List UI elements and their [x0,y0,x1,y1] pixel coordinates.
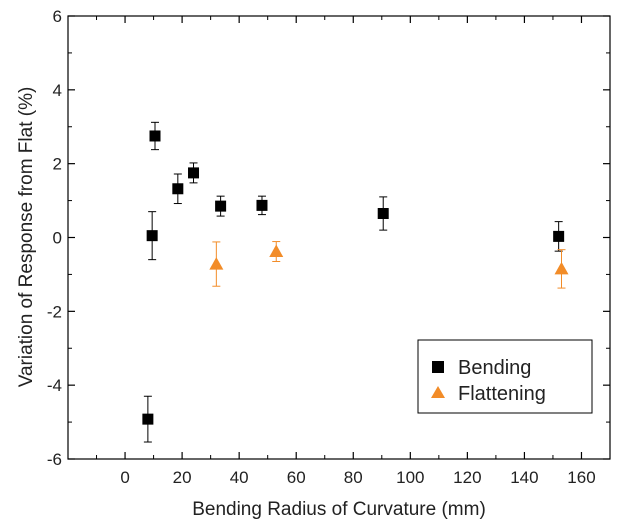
bending-point [149,130,161,142]
x-tick-label: 20 [173,468,192,487]
legend-box [417,339,593,414]
bending-point [377,208,389,220]
y-tick-label: -6 [47,450,62,469]
bending-point [146,230,158,242]
bending-point [188,167,200,179]
legend: Bending Flattening [417,339,593,414]
data-marks [142,121,569,443]
x-tick-label: 60 [287,468,306,487]
bending-point [553,230,565,242]
bending-point [215,200,227,212]
legend-marker-bending [432,361,444,373]
y-tick-label: 2 [53,155,62,174]
x-tick-label: 120 [453,468,481,487]
bending-point [256,199,268,211]
y-tick-label: -2 [47,302,62,321]
x-tick-label: 80 [344,468,363,487]
y-axis: -6 -4 -2 0 2 4 6 [47,7,610,469]
y-tick-label: -4 [47,376,62,395]
flattening-point [209,257,224,270]
x-tick-label: 140 [510,468,538,487]
y-axis-title: Variation of Response from Flat (%) [16,87,37,388]
x-axis-title: Bending Radius of Curvature (mm) [192,499,486,520]
x-tick-label: 160 [567,468,595,487]
flattening-point [269,244,284,258]
x-tick-label: 100 [396,468,424,487]
legend-marker-flattening [431,386,445,398]
bending-point [142,413,154,425]
x-axis: 0 20 40 60 80 100 120 140 160 [96,16,596,487]
y-tick-label: 4 [53,81,62,100]
x-tick-label: 0 [120,468,129,487]
flattening-point [554,261,569,275]
x-tick-label: 40 [230,468,249,487]
y-tick-label: 0 [53,229,62,248]
legend-label-bending: Bending [458,357,531,379]
y-tick-label: 6 [53,7,62,26]
legend-label-flattening: Flattening [458,383,546,405]
bending-point [172,183,184,195]
